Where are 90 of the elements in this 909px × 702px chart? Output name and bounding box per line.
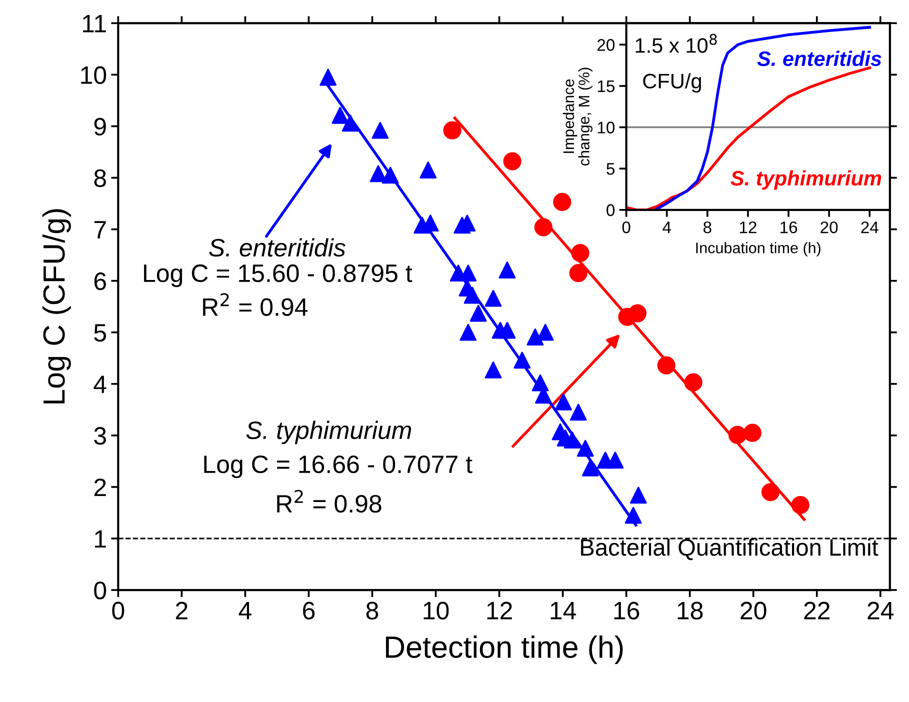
ref-line-label: Bacterial Quantification Limit: [581, 538, 878, 560]
x-tick-label: 8: [366, 602, 378, 620]
point: [464, 286, 481, 304]
y-tick-label: 4: [94, 376, 106, 393]
point: [554, 393, 572, 410]
point: [657, 356, 676, 374]
point: [728, 426, 747, 444]
point: [526, 328, 544, 346]
point: [484, 362, 502, 378]
point: [470, 304, 487, 322]
y-tick-label: 2: [94, 478, 106, 496]
y-tick-label: 10: [598, 122, 615, 134]
y-tick-label: 0: [94, 582, 106, 600]
x-tick-label: 8: [704, 221, 712, 234]
x-tick-label: 20: [740, 602, 766, 620]
y-tick-label: 7: [94, 221, 106, 238]
x-tick-label: 4: [662, 222, 672, 234]
point: [332, 106, 349, 124]
point: [606, 452, 624, 469]
annotation: Log C = 15.60 - 0.8795 t: [144, 264, 412, 288]
x-tick-label: 14: [550, 602, 576, 620]
y-tick-label: 1: [95, 530, 106, 548]
x-tick-label: 16: [614, 602, 640, 620]
x-tick-label: 10: [424, 602, 449, 620]
y-axis-title: Impedance change, M (%): [562, 68, 592, 166]
point: [460, 324, 477, 341]
point: [320, 68, 337, 86]
point: [372, 122, 389, 139]
x-tick-label: 0: [112, 602, 124, 620]
point: [791, 496, 810, 514]
point: [743, 424, 762, 442]
x-tick-label: 24: [861, 221, 878, 234]
x-tick-label: 12: [487, 602, 512, 620]
point: [630, 486, 647, 504]
point: [569, 264, 588, 282]
x-tick-label: 22: [804, 602, 830, 620]
point: [571, 244, 590, 262]
point: [624, 506, 642, 524]
series-label: S. enteritidis: [757, 50, 882, 66]
y-tick-label: 0: [606, 204, 615, 216]
point: [498, 262, 516, 278]
point: [570, 404, 587, 421]
y-tick-label: 10: [81, 66, 106, 84]
point: [382, 166, 399, 184]
y-tick-label: 3: [94, 427, 106, 445]
annotation: S. enteritidis: [209, 238, 346, 257]
point: [761, 483, 780, 502]
point: [576, 440, 594, 457]
point: [370, 165, 387, 182]
y-tick-label: 20: [597, 39, 615, 51]
x-tick-label: 6: [303, 602, 315, 620]
y-tick-label: 5: [606, 163, 614, 175]
y-tick-label: 6: [94, 272, 106, 290]
point: [582, 459, 599, 476]
point: [684, 373, 702, 392]
point: [503, 152, 522, 170]
point: [553, 192, 572, 212]
x-tick-label: 18: [678, 602, 703, 620]
point: [498, 322, 516, 339]
x-tick-label: 2: [176, 602, 188, 620]
y-tick-label: 11: [83, 15, 106, 32]
annotation: R$^{2}$ = 0.98: [277, 490, 382, 513]
annotation: 1.5 x 10$^{8}$: [636, 34, 717, 53]
annotation: S. typhimurium: [246, 420, 412, 444]
series-label: S. typhimurium: [730, 170, 882, 190]
y-tick-label: 5: [94, 324, 106, 342]
x-tick-label: 16: [780, 221, 798, 234]
point: [564, 432, 581, 449]
x-axis-title: Incubation time (h): [696, 242, 820, 256]
y-tick-label: 9: [94, 118, 106, 136]
annotation: CFU/g: [643, 73, 701, 93]
annotation: R$^{2}$ = 0.94: [203, 293, 308, 316]
point: [443, 121, 462, 140]
point: [514, 352, 531, 369]
point: [342, 114, 359, 132]
x-tick-label: 20: [820, 221, 838, 234]
x-axis-title: Detection time (h): [386, 636, 623, 664]
point: [420, 162, 437, 178]
x-tick-label: 12: [740, 221, 756, 234]
x-tick-label: 24: [868, 602, 894, 620]
x-tick-label: 0: [622, 221, 630, 234]
x-tick-label: 4: [238, 602, 252, 620]
point: [484, 290, 502, 307]
y-tick-label: 15: [598, 80, 614, 92]
point: [628, 304, 646, 322]
y-axis-title: Log C (CFU/g): [42, 209, 71, 404]
point: [534, 218, 552, 236]
annotation: Log C = 16.66 - 0.7077 t: [204, 455, 472, 478]
point: [532, 374, 549, 392]
y-tick-label: 8: [94, 169, 106, 188]
